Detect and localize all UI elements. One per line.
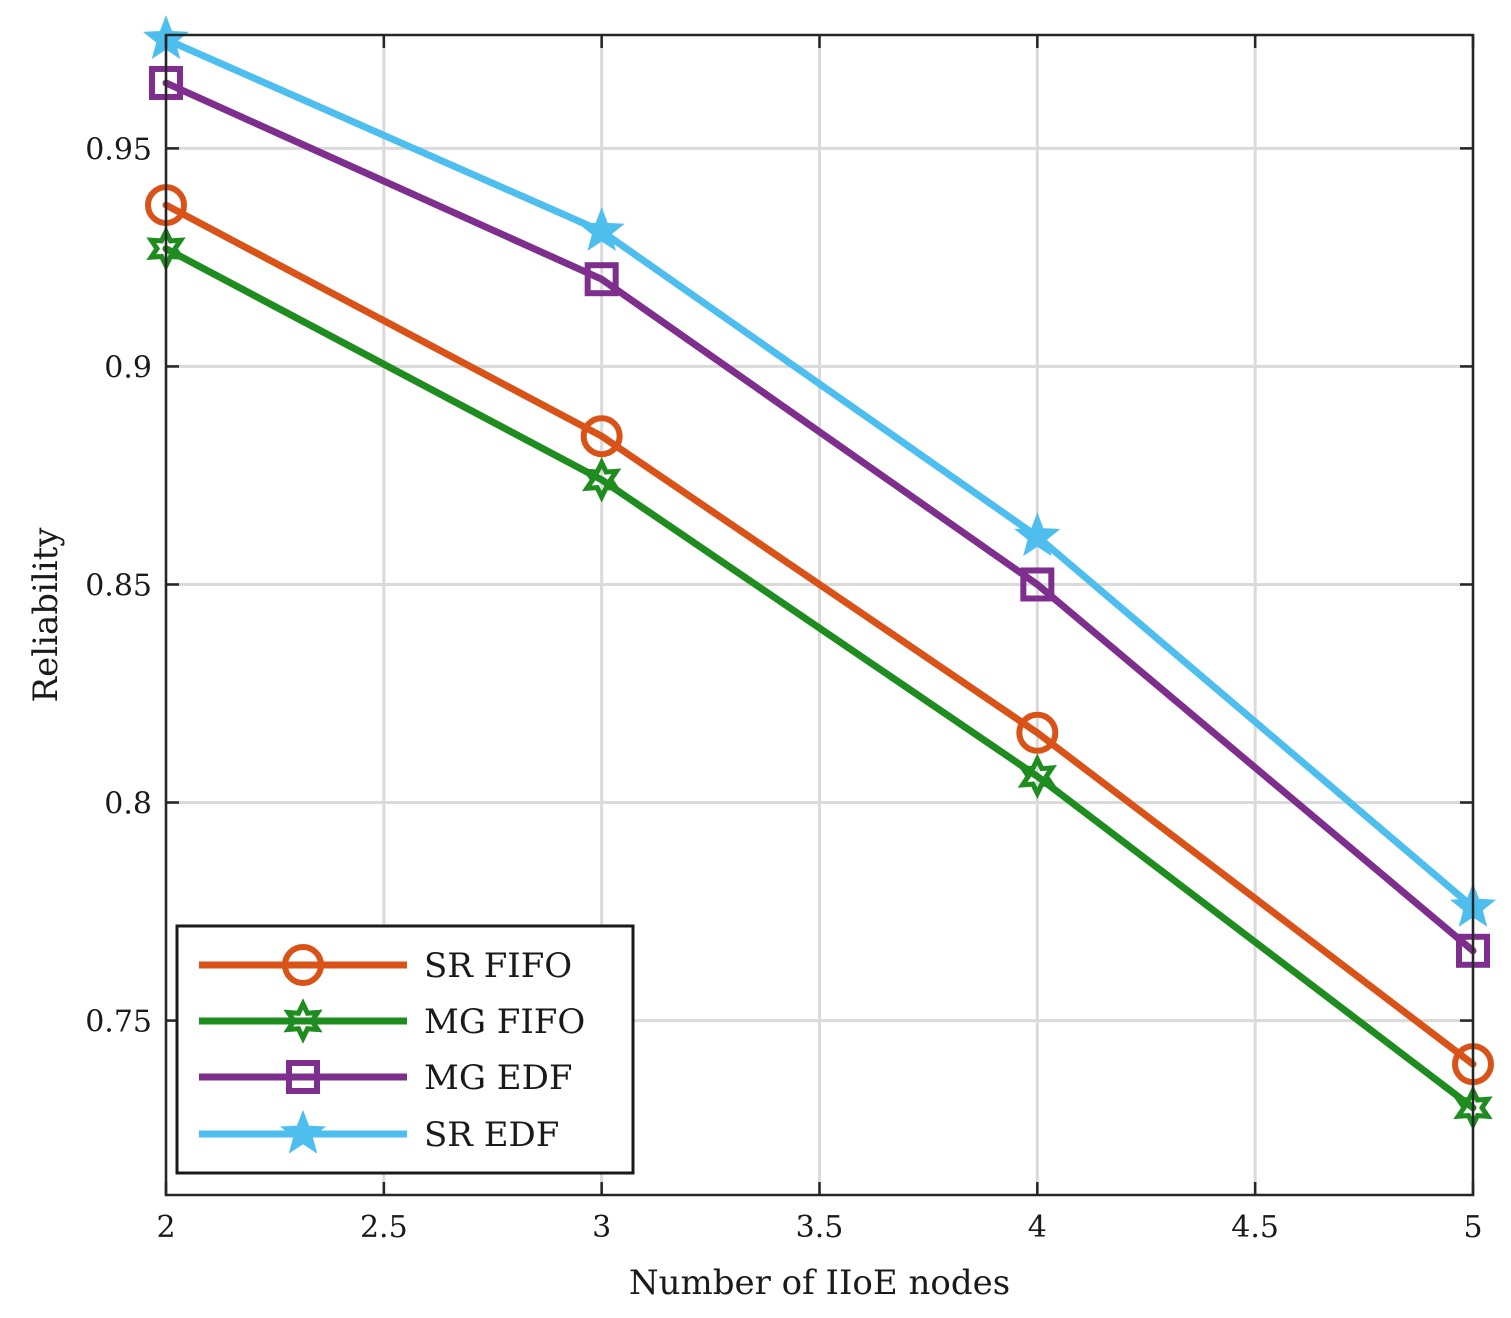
legend-label-sr-edf: SR EDF <box>424 1115 559 1155</box>
legend-label-mg-edf: MG EDF <box>424 1058 572 1098</box>
legend-label-mg-fifo: MG FIFO <box>424 1002 585 1042</box>
legend-marker-sr-edf <box>279 1109 327 1154</box>
data-point-mg-fifo <box>1017 753 1057 800</box>
legend-item-sr-fifo: SR FIFO <box>199 944 572 986</box>
data-point-sr-fifo <box>580 415 623 458</box>
data-point-sr-fifo <box>1016 711 1059 754</box>
data-point-mg-edf <box>584 262 619 297</box>
y-tick-label: 0.8 <box>104 787 152 822</box>
y-tick-label: 0.95 <box>85 132 152 167</box>
y-tick-label: 0.85 <box>85 568 152 603</box>
y-tick-label: 0.75 <box>85 1005 152 1040</box>
legend-marker-mg-edf <box>286 1060 320 1094</box>
y-axis-label: Reliability <box>26 527 66 703</box>
legend: SR FIFO MG FIFO MG EDF SR EDF <box>175 924 635 1175</box>
legend-item-sr-edf: SR EDF <box>199 1109 559 1155</box>
legend-marker-sr-fifo <box>282 944 324 986</box>
series-line-sr-fifo <box>162 201 1477 1068</box>
legend-item-mg-edf: MG EDF <box>199 1058 572 1098</box>
x-tick-label: 2.5 <box>360 1210 408 1245</box>
y-tick-label: 0.9 <box>104 350 152 385</box>
x-tick-label: 5 <box>1463 1210 1482 1245</box>
data-point-sr-edf <box>1014 512 1061 557</box>
x-tick-label: 4.5 <box>1231 1210 1279 1245</box>
data-point-sr-edf <box>578 207 625 251</box>
legend-marker-mg-fifo <box>283 998 323 1044</box>
data-point-mg-fifo <box>582 457 622 503</box>
x-axis-label: Number of IIoE nodes <box>629 1263 1010 1303</box>
x-tick-label: 3.5 <box>796 1210 844 1245</box>
x-tick-label: 3 <box>592 1210 611 1245</box>
series-line-mg-edf <box>162 79 1477 955</box>
series-line-sr-edf <box>162 35 1477 911</box>
legend-label-sr-fifo: SR FIFO <box>424 946 572 986</box>
x-tick-label: 2 <box>156 1210 175 1245</box>
x-tick-label: 4 <box>1028 1210 1047 1245</box>
legend-item-mg-fifo: MG FIFO <box>199 998 585 1044</box>
series-line-mg-fifo <box>162 245 1477 1112</box>
data-point-mg-edf <box>1020 567 1055 602</box>
axis-ticks: 2 2.5 3 3.5 4 4.5 5 0.75 0.8 0.85 0.9 0.95 <box>85 35 1483 1245</box>
